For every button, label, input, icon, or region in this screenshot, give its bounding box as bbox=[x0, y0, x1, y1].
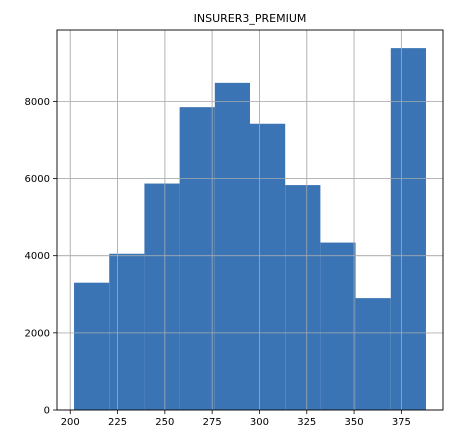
histogram-bar bbox=[390, 48, 426, 410]
plot-frame bbox=[56, 29, 444, 411]
histogram-bar bbox=[250, 123, 286, 411]
axes bbox=[53, 29, 444, 414]
y-tick-label: 4000 bbox=[25, 251, 50, 262]
y-tick-label: 2000 bbox=[25, 328, 50, 339]
x-tick-label: 325 bbox=[297, 417, 316, 428]
y-tick-label: 0 bbox=[44, 406, 50, 417]
x-tick-label: 275 bbox=[203, 417, 222, 428]
histogram-bar bbox=[74, 282, 110, 410]
tick-labels: 200 225 250 275 300 325 350 375 0 2000 4000 6000 800… bbox=[25, 97, 411, 428]
histogram-bar bbox=[320, 242, 356, 410]
chart-title: INSURER3_PREMIUM bbox=[194, 12, 307, 25]
y-tick-label: 6000 bbox=[25, 174, 50, 185]
histogram-bar bbox=[355, 298, 391, 410]
histogram-bar bbox=[214, 82, 250, 411]
histogram-bar bbox=[109, 253, 145, 410]
x-tick-label: 200 bbox=[61, 417, 80, 428]
x-tick-label: 375 bbox=[392, 417, 411, 428]
histogram-bar bbox=[144, 183, 180, 410]
x-tick-label: 225 bbox=[108, 417, 127, 428]
histogram-bar bbox=[285, 185, 321, 410]
y-tick-label: 8000 bbox=[25, 97, 50, 108]
x-tick-label: 350 bbox=[345, 417, 364, 428]
histogram-bars bbox=[57, 30, 443, 411]
histogram-bar bbox=[179, 107, 215, 411]
x-tick-label: 300 bbox=[250, 417, 269, 428]
x-tick-label: 250 bbox=[155, 417, 174, 428]
